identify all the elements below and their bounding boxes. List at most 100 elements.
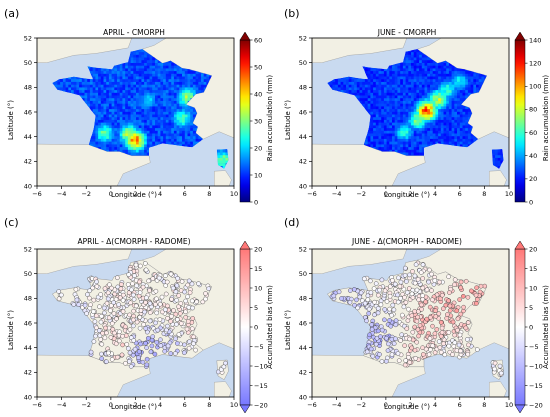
rain-cell bbox=[192, 141, 196, 145]
rain-cell bbox=[443, 108, 447, 112]
rain-cell bbox=[421, 152, 425, 156]
rain-cell bbox=[394, 84, 398, 88]
rain-cell bbox=[187, 116, 191, 120]
rain-cell bbox=[136, 51, 139, 55]
rain-cell bbox=[459, 106, 463, 110]
rain-cell bbox=[95, 125, 99, 129]
station-marker bbox=[71, 302, 77, 307]
rain-cell bbox=[416, 78, 420, 82]
station-marker bbox=[352, 287, 357, 292]
rain-cell bbox=[394, 135, 398, 139]
rain-cell bbox=[465, 76, 469, 80]
rain-cell bbox=[405, 144, 409, 148]
rain-cell bbox=[127, 106, 131, 110]
rain-cell bbox=[392, 122, 395, 126]
rain-cell bbox=[430, 138, 433, 142]
rain-cell bbox=[432, 89, 436, 93]
rain-cell bbox=[146, 89, 150, 93]
rain-cell bbox=[408, 133, 412, 137]
rain-cell bbox=[111, 70, 115, 74]
rain-cell bbox=[187, 122, 191, 126]
rain-cell bbox=[127, 122, 131, 126]
station-marker bbox=[116, 302, 121, 307]
rain-cell bbox=[454, 106, 458, 110]
rain-cell bbox=[106, 92, 110, 96]
rain-cell bbox=[103, 103, 107, 107]
rain-cell bbox=[416, 111, 420, 115]
rain-cell bbox=[100, 119, 104, 123]
rain-cell bbox=[95, 70, 99, 74]
rain-cell bbox=[157, 68, 161, 72]
rain-cell bbox=[144, 78, 148, 82]
rain-cell bbox=[459, 97, 463, 101]
y-tick-label: 40 bbox=[299, 182, 307, 190]
rain-cell bbox=[430, 68, 433, 72]
rain-cell bbox=[416, 84, 420, 88]
rain-cell bbox=[106, 111, 110, 115]
rain-cell bbox=[421, 106, 425, 110]
station-marker bbox=[398, 338, 403, 343]
rain-cell bbox=[165, 84, 169, 88]
rain-cell bbox=[381, 149, 385, 153]
rain-cell bbox=[421, 114, 425, 118]
rain-cell bbox=[190, 127, 194, 131]
rain-cell bbox=[100, 87, 104, 91]
rain-cell bbox=[364, 106, 368, 110]
station-marker bbox=[143, 267, 149, 273]
rain-cell bbox=[394, 127, 398, 131]
y-tick-label: 48 bbox=[24, 295, 32, 303]
rain-cell bbox=[373, 81, 377, 85]
rain-cell bbox=[451, 116, 455, 120]
rain-cell bbox=[165, 81, 169, 85]
station-marker bbox=[372, 299, 377, 305]
station-marker bbox=[165, 303, 170, 309]
colorbar-tick-label: 15 bbox=[254, 265, 262, 273]
station-marker bbox=[141, 322, 146, 327]
rain-cell bbox=[184, 106, 188, 110]
panel-b-xlabel: Longitude (°) bbox=[384, 191, 430, 199]
rain-cell bbox=[157, 60, 161, 63]
rain-cell bbox=[373, 68, 377, 72]
rain-cell bbox=[144, 76, 148, 80]
rain-cell bbox=[446, 111, 450, 115]
rain-cell bbox=[457, 119, 460, 123]
station-marker bbox=[132, 346, 138, 352]
rain-cell bbox=[381, 92, 385, 96]
rain-cell bbox=[165, 76, 169, 80]
rain-cell bbox=[141, 62, 145, 66]
rain-cell bbox=[176, 92, 180, 96]
rain-cell bbox=[448, 119, 452, 123]
rain-cell bbox=[73, 84, 77, 88]
rain-cell bbox=[375, 70, 379, 74]
rain-cell bbox=[119, 95, 123, 99]
colorbar-tick-label: 60 bbox=[529, 129, 537, 137]
rain-cell bbox=[375, 138, 379, 142]
rain-cell bbox=[122, 125, 126, 129]
rain-cell bbox=[394, 122, 398, 126]
rain-cell bbox=[386, 127, 390, 131]
rain-cell bbox=[411, 135, 414, 139]
rain-cell bbox=[187, 141, 191, 145]
rain-cell bbox=[400, 92, 404, 96]
colorbar-gradient bbox=[239, 39, 251, 203]
rain-cell bbox=[411, 78, 414, 82]
rain-cell bbox=[187, 78, 191, 82]
rain-cell bbox=[438, 141, 442, 145]
colorbar-tick-label: 0 bbox=[529, 198, 533, 206]
rain-cell bbox=[155, 111, 158, 115]
rain-cell bbox=[190, 95, 194, 99]
rain-cell bbox=[160, 62, 164, 66]
rain-cell bbox=[144, 100, 148, 104]
rain-cell bbox=[138, 62, 142, 66]
rain-cell bbox=[373, 70, 377, 74]
rain-cell bbox=[432, 76, 436, 80]
rain-cell bbox=[152, 60, 156, 63]
rain-cell bbox=[443, 119, 447, 123]
station-marker bbox=[184, 326, 190, 332]
rain-cell bbox=[367, 81, 371, 85]
rain-cell bbox=[389, 92, 393, 96]
rain-cell bbox=[92, 100, 96, 104]
x-tick-label: 6 bbox=[458, 401, 462, 409]
rain-cell bbox=[157, 125, 161, 129]
rain-cell bbox=[160, 116, 164, 120]
